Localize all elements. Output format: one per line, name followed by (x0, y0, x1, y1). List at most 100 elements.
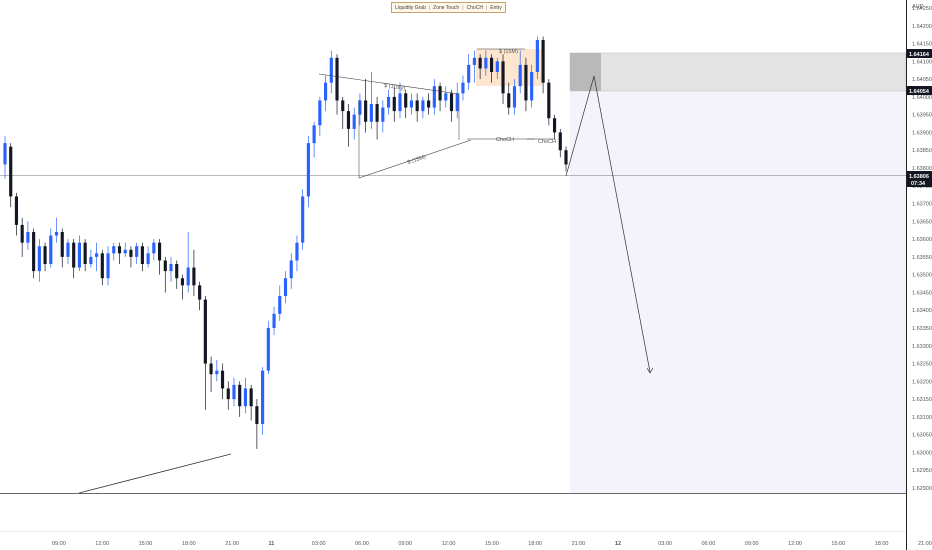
svg-text:1.64164: 1.64164 (909, 52, 930, 58)
legend-choch: ChoCH (466, 4, 483, 11)
candle-bearish (32, 232, 36, 272)
candle-bullish (472, 57, 476, 65)
y-tick-label: 1.63350 (912, 326, 932, 332)
candle-bearish (157, 242, 162, 261)
candle-bullish (278, 296, 282, 314)
candle-bullish (432, 86, 436, 108)
candle-bearish (140, 246, 144, 264)
y-tick-label: 1.63450 (912, 290, 932, 296)
y-tick-label: 1.63950 (912, 113, 932, 119)
candle-bullish (232, 384, 236, 400)
candle-bearish (415, 100, 419, 112)
candle-bullish (146, 253, 150, 264)
x-tick-label: 09:00 (398, 541, 412, 547)
candle-bullish (66, 242, 70, 257)
y-tick-label: 1.63200 (912, 379, 932, 385)
candle-bullish (455, 93, 459, 112)
y-tick-label: 1.63000 (912, 450, 932, 456)
y-tick-label: 1.64000 (912, 95, 932, 101)
candle-bullish (283, 278, 288, 296)
x-tick-label: 18:00 (528, 541, 542, 547)
candle-bullish (295, 242, 299, 261)
y-tick-label: 1.63600 (912, 237, 932, 243)
candle-bullish (37, 246, 41, 272)
y-tick-label: 1.63300 (912, 344, 932, 350)
candle-bullish (467, 64, 471, 83)
candle-bearish (438, 86, 442, 101)
x-tick-label: 12:00 (442, 541, 456, 547)
candle-bearish (552, 118, 557, 133)
candle-bearish (117, 246, 122, 254)
candle-bullish (318, 100, 322, 126)
candle-bullish (369, 104, 373, 122)
candle-bearish (83, 242, 87, 264)
choch-label-2: ChoCH (538, 139, 556, 145)
candle-bullish (272, 313, 276, 328)
y-tick-label: 1.63100 (912, 415, 932, 421)
candle-bearish (547, 82, 551, 119)
x-tick-label: 12:00 (95, 541, 109, 547)
candle-bearish (192, 267, 196, 286)
candle-bearish (20, 224, 24, 243)
candle-bullish (461, 82, 465, 94)
candle-bearish (375, 104, 379, 122)
candle-bearish (335, 57, 339, 101)
candle-bearish (175, 264, 179, 279)
candle-bullish (398, 93, 402, 112)
candle-bearish (163, 260, 167, 272)
candle-bearish (209, 363, 213, 375)
candle-bearish (404, 93, 408, 108)
x-tick-label: 21:00 (572, 541, 586, 547)
candle-bearish (392, 96, 396, 112)
x-tick-label: 15:00 (485, 541, 499, 547)
y-tick-label: 1.63800 (912, 166, 932, 172)
candle-bullish (95, 253, 99, 257)
candle-bullish (323, 82, 328, 101)
candle-bullish (381, 107, 385, 122)
candle-bullish (495, 61, 499, 72)
trendline-support[interactable] (78, 453, 232, 494)
candle-bearish (427, 100, 431, 108)
x-tick-label: 15:00 (831, 541, 845, 547)
candle-bearish (180, 278, 185, 286)
candle-bearish (9, 146, 13, 197)
candle-bearish (564, 150, 568, 165)
candle-bearish (255, 406, 259, 424)
candle-bullish (329, 57, 333, 83)
price-tag-zone-top: 1.64164 (907, 49, 932, 58)
x-tick-label: 18:00 (875, 541, 889, 547)
x-tick-label: 12:00 (788, 541, 802, 547)
legend-entry: Entry (490, 4, 502, 11)
candle-bullish (444, 93, 448, 101)
time-axis[interactable]: 09:00 12:00 15:00 18:00 21:00 11 03:00 06:00 09:… (52, 541, 932, 547)
y-tick-label: 1.64100 (912, 59, 932, 65)
y-tick-label: 1.63900 (912, 130, 932, 136)
projection-path (565, 75, 651, 373)
liquidity-box-label: $ (15M) (499, 49, 518, 55)
price-axis[interactable]: 1.64250 1.64200 1.64150 1.64100 1.64050 1.640… (912, 6, 932, 492)
price-tag-current: 1.63806 07:34 (907, 171, 932, 187)
price-tag-zone-bottom: 1.64054 (907, 86, 932, 95)
candle-bullish (352, 114, 356, 129)
svg-text:1.64054: 1.64054 (909, 89, 930, 95)
supply-zone[interactable] (569, 52, 907, 92)
candle-bullish (135, 246, 139, 257)
y-tick-label: 1.63050 (912, 433, 932, 439)
candle-bearish (238, 384, 242, 407)
y-tick-label: 1.64150 (912, 42, 932, 48)
candle-bullish (266, 328, 270, 371)
candles (3, 36, 568, 449)
x-tick-label: 15:00 (139, 541, 153, 547)
candle-bearish (198, 285, 202, 300)
x-tick-label: 03:00 (658, 541, 672, 547)
candle-bearish (203, 299, 207, 364)
y-tick-label: 1.63150 (912, 397, 932, 403)
candle-bullish (386, 96, 391, 108)
candle-bearish (490, 57, 494, 72)
candle-bullish (169, 264, 173, 272)
candle-bearish (249, 388, 253, 407)
supply-zone-touch (570, 53, 601, 91)
svg-text:1.63806: 1.63806 (909, 174, 929, 180)
drawing-legend: Liquidity Grab | Zone Touch | ChoCH | Entry (391, 2, 506, 13)
